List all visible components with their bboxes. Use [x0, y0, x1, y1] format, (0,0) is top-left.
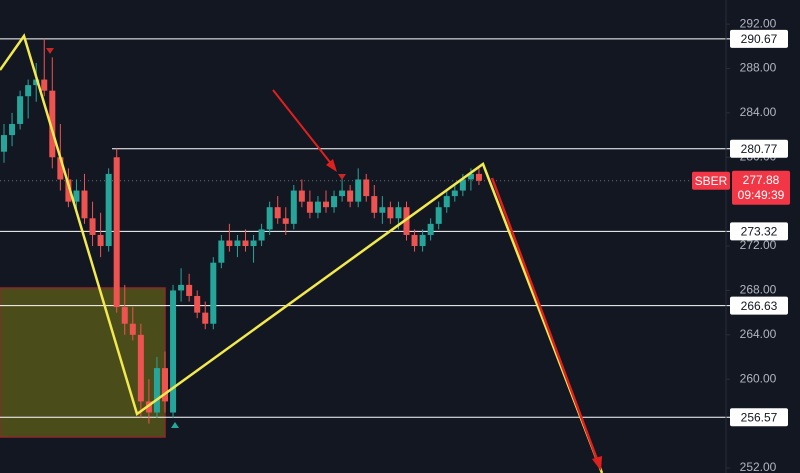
candle-body [419, 234, 426, 247]
level-label: 290.67 [741, 32, 778, 46]
candle-body [371, 196, 378, 213]
y-tick-label: 264.00 [740, 327, 777, 341]
candle-body [379, 207, 386, 213]
candle-body [427, 223, 434, 235]
candle-body [178, 284, 185, 291]
candle-body [339, 190, 346, 197]
candle-body [266, 207, 273, 230]
candle-body [145, 401, 152, 413]
candle-body [355, 179, 362, 202]
candle-body [81, 190, 88, 219]
zigzag-drawing [0, 33, 604, 473]
candle-body [226, 240, 233, 247]
candle-body [65, 179, 72, 202]
candle-body [347, 190, 354, 202]
candle-body [234, 240, 241, 247]
countdown-label: 09:49:39 [738, 188, 785, 202]
candle-body [162, 368, 168, 402]
marker [338, 174, 346, 180]
candle-body [435, 207, 442, 224]
level-label: 280.77 [741, 142, 778, 156]
level-label: 266.63 [741, 299, 778, 313]
candle-body [387, 207, 394, 219]
y-tick-label: 292.00 [740, 16, 777, 30]
arrow-2 [490, 177, 602, 471]
price-label: 277.88 [743, 173, 780, 187]
candle-body [274, 207, 281, 219]
candle-body [129, 323, 136, 335]
candle-body [314, 201, 321, 213]
candle-body [41, 79, 48, 91]
y-tick-label: 284.00 [740, 105, 777, 119]
candle-body [290, 190, 297, 224]
candle-body [331, 196, 338, 208]
candle-body [89, 218, 96, 235]
candle-body [395, 207, 402, 219]
candle-body [459, 179, 466, 191]
candle-body [33, 79, 40, 86]
candle-body [57, 157, 64, 180]
level-label-box [730, 29, 788, 48]
candle-body [9, 123, 16, 136]
candle-body [137, 334, 144, 402]
candle-body [258, 229, 265, 241]
candle-body [250, 240, 257, 247]
candle-body [186, 284, 193, 296]
candle-body [121, 307, 128, 324]
candle-body [403, 207, 410, 235]
candle-body [242, 240, 249, 247]
price-box [732, 170, 790, 205]
candle-body [97, 234, 104, 247]
candle-body [210, 262, 217, 324]
candle-body [49, 90, 56, 158]
candle-body [443, 196, 450, 208]
candle-body [363, 179, 370, 197]
marker [171, 422, 179, 428]
level-label-box [730, 222, 788, 241]
candle-body [323, 201, 329, 208]
candle-body [170, 290, 177, 413]
candle-body [298, 190, 305, 202]
candle-body [194, 295, 201, 313]
y-tick-label: 272.00 [740, 238, 777, 252]
y-tick-label: 260.00 [740, 371, 777, 385]
candle-body [451, 190, 458, 197]
candle-body [105, 173, 112, 247]
candle-body [467, 173, 474, 180]
candle-body [202, 312, 209, 324]
candle-body [113, 157, 120, 308]
symbol-box [692, 171, 730, 190]
candle-body [282, 218, 289, 224]
candle-body [475, 173, 482, 181]
y-tick-label: 268.00 [740, 283, 777, 297]
candle-body [306, 201, 313, 213]
candle-body [1, 135, 7, 152]
candle-body [25, 85, 32, 97]
level-label: 256.57 [741, 410, 778, 424]
marker [46, 48, 54, 54]
y-tick-label: 288.00 [740, 61, 777, 75]
candle-body [218, 240, 225, 263]
arrow-1 [272, 89, 337, 172]
y-tick-label: 252.00 [740, 460, 777, 473]
level-label-box [730, 408, 788, 427]
level-label-box [730, 139, 788, 158]
level-label-box [730, 296, 788, 315]
candle-body [73, 190, 80, 202]
level-label: 273.32 [741, 225, 778, 239]
symbol-label: SBER [695, 174, 728, 188]
candle-body [153, 368, 160, 413]
candle-body [17, 96, 24, 124]
candle-body [411, 234, 418, 247]
